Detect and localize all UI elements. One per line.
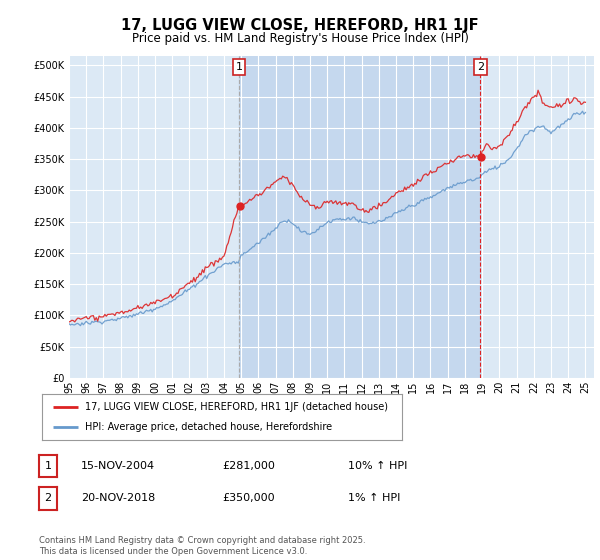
Text: 1% ↑ HPI: 1% ↑ HPI xyxy=(348,493,400,503)
Text: 2: 2 xyxy=(476,62,484,72)
Text: Contains HM Land Registry data © Crown copyright and database right 2025.
This d: Contains HM Land Registry data © Crown c… xyxy=(39,536,365,556)
Text: 20-NOV-2018: 20-NOV-2018 xyxy=(81,493,155,503)
Text: 2: 2 xyxy=(44,493,52,503)
Bar xyxy=(239,56,480,378)
Text: £350,000: £350,000 xyxy=(222,493,275,503)
Text: 1: 1 xyxy=(44,461,52,471)
Text: HPI: Average price, detached house, Herefordshire: HPI: Average price, detached house, Here… xyxy=(85,422,332,432)
Text: 10% ↑ HPI: 10% ↑ HPI xyxy=(348,461,407,471)
Text: 17, LUGG VIEW CLOSE, HEREFORD, HR1 1JF (detached house): 17, LUGG VIEW CLOSE, HEREFORD, HR1 1JF (… xyxy=(85,402,388,412)
Text: 15-NOV-2004: 15-NOV-2004 xyxy=(81,461,155,471)
Text: 17, LUGG VIEW CLOSE, HEREFORD, HR1 1JF: 17, LUGG VIEW CLOSE, HEREFORD, HR1 1JF xyxy=(121,18,479,33)
Text: Price paid vs. HM Land Registry's House Price Index (HPI): Price paid vs. HM Land Registry's House … xyxy=(131,32,469,45)
Text: £281,000: £281,000 xyxy=(222,461,275,471)
Text: 1: 1 xyxy=(236,62,242,72)
